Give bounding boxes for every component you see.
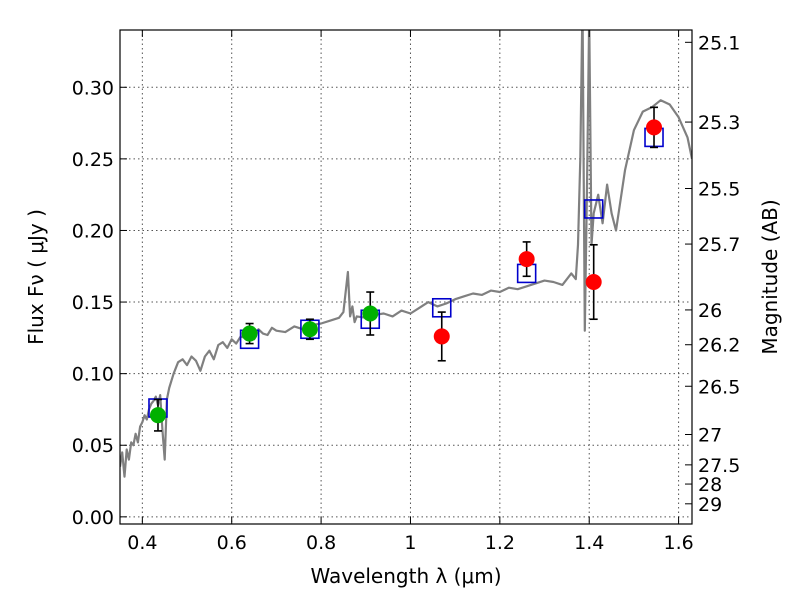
mag-tick-label: 26.5	[698, 376, 740, 398]
mag-tick-label: 26.2	[698, 335, 740, 357]
grid-lines	[120, 30, 692, 524]
mag-tick-label: 25.1	[698, 32, 740, 54]
x-tick-label: 1.2	[485, 532, 515, 554]
plot-frame	[119, 29, 693, 525]
y-tick-label: 0.20	[72, 220, 114, 242]
observed-point	[585, 274, 602, 291]
y-tick-label: 0.30	[72, 77, 114, 99]
observed-point	[301, 321, 318, 338]
observed-point	[362, 305, 379, 322]
mag-tick-label: 26	[698, 300, 722, 322]
mag-tick-label: 28	[698, 474, 722, 496]
observed-point	[646, 119, 663, 136]
model-square-point	[583, 199, 604, 219]
y-tick-label: 0.05	[72, 435, 114, 457]
mag-tick-label: 29	[698, 494, 722, 516]
y-tick-label: 0.15	[72, 292, 114, 314]
y-tick-label: 0.00	[72, 507, 114, 529]
x-tick-label: 1.4	[574, 532, 604, 554]
axis-ticks: 0.4 0.6 0.8 1 1.2 1.4 1.6 0.00 0.05 0.10 0.15 0.20 0…	[72, 30, 740, 554]
x-tick-label: 1.6	[663, 532, 693, 554]
x-axis-label: Wavelength λ (μm)	[310, 564, 501, 588]
mag-tick-label: 25.3	[698, 112, 740, 134]
observed-point	[149, 407, 166, 424]
y-axis-label: Flux Fν ( μJy )	[24, 209, 48, 345]
x-tick-label: 0.6	[217, 532, 247, 554]
observed-point	[241, 325, 258, 342]
mag-tick-label: 27.5	[698, 455, 740, 477]
mag-tick-label: 27	[698, 425, 722, 447]
x-tick-label: 0.4	[127, 532, 157, 554]
mag-tick-label: 25.7	[698, 234, 740, 256]
mag-tick-label: 25.5	[698, 179, 740, 201]
y-tick-label: 0.10	[72, 364, 114, 386]
data-series	[120, 30, 692, 478]
x-tick-label: 0.8	[306, 532, 336, 554]
spectrum-line	[120, 30, 692, 478]
x-tick-label: 1	[404, 532, 416, 554]
y-tick-label: 0.25	[72, 149, 114, 171]
observed-point	[518, 251, 535, 268]
right-axis-label: Magnitude (AB)	[758, 199, 782, 354]
observed-point	[433, 328, 450, 345]
